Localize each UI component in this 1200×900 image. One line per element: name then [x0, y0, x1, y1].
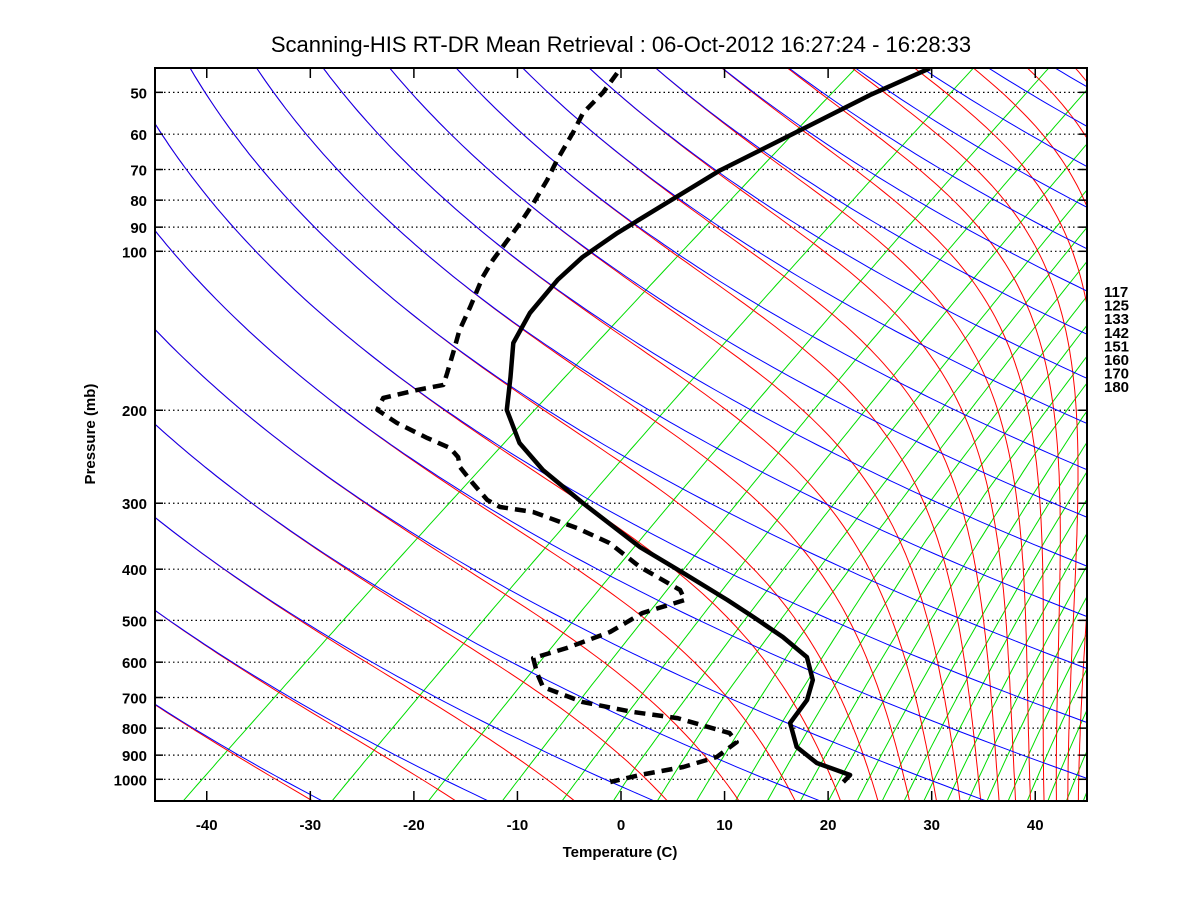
- moist-adiabat-line: [155, 609, 457, 801]
- mixing-ratio-line: [656, 226, 1087, 801]
- y-tick-label: 500: [122, 613, 147, 630]
- y-tick-label: 80: [130, 193, 147, 210]
- moist-adiabat-line: [1113, 63, 1168, 802]
- y-tick-label: 200: [122, 403, 147, 420]
- mixing-ratio-line: [561, 143, 1087, 801]
- x-tick-label: 20: [820, 817, 837, 834]
- dry-adiabat-line: [155, 122, 1087, 724]
- y-tick-label: 900: [122, 748, 147, 765]
- mixing-ratio-line: [986, 595, 1087, 801]
- y-tick-label: 60: [130, 127, 147, 144]
- mixing-ratio-line: [903, 470, 1087, 801]
- moist-adiabat-line: [851, 68, 1079, 801]
- dry-adiabat-line: [189, 68, 1087, 670]
- chart-title: Scanning-HIS RT-DR Mean Retrieval : 06-O…: [271, 32, 971, 57]
- mixing-ratio-line: [946, 532, 1087, 801]
- mixing-ratio-line: [799, 355, 1087, 801]
- x-tick-label: 30: [923, 817, 940, 834]
- mixing-ratio-line: [331, 68, 975, 801]
- dry-adiabat-line: [521, 68, 1087, 425]
- dry-adiabat-line: [455, 68, 1087, 471]
- y-tick-label: 100: [122, 244, 147, 261]
- dry-adiabat-line: [721, 68, 1087, 292]
- dry-adiabat-line: [255, 68, 1087, 618]
- dry-adiabat-line: [787, 68, 1087, 250]
- dewpoint-profile-line: [375, 71, 739, 785]
- right-side-label: 180: [1104, 379, 1129, 396]
- y-tick-label: 600: [122, 655, 147, 672]
- moist-adiabat-line: [720, 68, 1045, 801]
- mixing-ratio-line: [182, 68, 857, 801]
- y-tick-label: 700: [122, 691, 147, 708]
- profile-lines: [375, 68, 931, 785]
- dry-adiabat-line: [155, 609, 490, 801]
- mixing-ratio-line: [427, 68, 1050, 801]
- dry-adiabat-line: [155, 328, 988, 801]
- y-tick-label: 70: [130, 163, 147, 180]
- dry-adiabat-line: [1113, 63, 1200, 802]
- right-side-label: 133: [1104, 311, 1129, 328]
- mixing-ratio-line: [1026, 667, 1087, 801]
- x-tick-label: -40: [196, 817, 218, 834]
- dry-adiabat-line: [588, 68, 1087, 379]
- x-tick-label: 40: [1027, 817, 1044, 834]
- y-tick-label: 300: [122, 496, 147, 513]
- y-tick-label: 800: [122, 721, 147, 738]
- right-side-label: 125: [1104, 298, 1129, 315]
- dry-adiabat-line: [322, 68, 1087, 567]
- moist-adiabat-line: [913, 68, 1087, 801]
- right-side-label: 160: [1104, 352, 1129, 369]
- right-side-label: 170: [1104, 366, 1129, 383]
- moist-adiabat-line: [521, 68, 1000, 801]
- mixing-ratio-line: [612, 189, 1087, 801]
- dry-adiabat-line: [854, 68, 1087, 208]
- x-tick-label: -30: [299, 817, 321, 834]
- y-tick-label: 400: [122, 562, 147, 579]
- mixing-ratio-line: [695, 260, 1087, 801]
- y-tick-label: 50: [130, 85, 147, 102]
- y-axis-label: Pressure (mb): [82, 384, 99, 485]
- dry-adiabat-line: [155, 229, 1087, 779]
- x-tick-label: 10: [716, 817, 733, 834]
- x-tick-label: 0: [617, 817, 625, 834]
- mixing-ratio-line: [881, 441, 1087, 801]
- y-tick-label: 1000: [114, 772, 147, 789]
- dry-adiabat-line: [155, 423, 822, 801]
- mixing-ratio-line: [856, 410, 1087, 801]
- dry-adiabat-line: [654, 68, 1087, 335]
- moist-adiabat-line: [972, 68, 1087, 209]
- dry-adiabat-line: [388, 68, 1087, 518]
- mixing-ratio-line: [923, 498, 1087, 801]
- mixing-ratio-line: [1007, 632, 1087, 801]
- plot-background: [155, 68, 1087, 801]
- moist-adiabat-line: [786, 68, 1061, 801]
- dry-adiabat-line: [1179, 63, 1200, 802]
- x-tick-label: -20: [403, 817, 425, 834]
- x-axis-label: Temperature (C): [563, 844, 678, 861]
- right-side-label: 117: [1104, 284, 1128, 301]
- x-tick-label: -10: [507, 817, 529, 834]
- mixing-ratio-line: [827, 382, 1087, 801]
- temperature-profile-line: [504, 68, 931, 784]
- axis-ticks: 5060708090100200300400500600700800900100…: [114, 68, 1087, 834]
- background-lines: [155, 63, 1200, 802]
- right-side-label: 142: [1104, 325, 1129, 342]
- mixing-ratio-line: [1082, 790, 1087, 801]
- mixing-ratio-line: [734, 295, 1087, 801]
- dry-adiabat-line: [155, 516, 656, 801]
- mixing-ratio-line: [1101, 63, 1200, 802]
- moist-adiabat-line: [588, 68, 1017, 801]
- y-tick-label: 90: [130, 220, 147, 237]
- right-side-label: 151: [1104, 338, 1129, 355]
- mixing-ratio-line: [967, 564, 1087, 801]
- moist-adiabat-line: [155, 516, 576, 801]
